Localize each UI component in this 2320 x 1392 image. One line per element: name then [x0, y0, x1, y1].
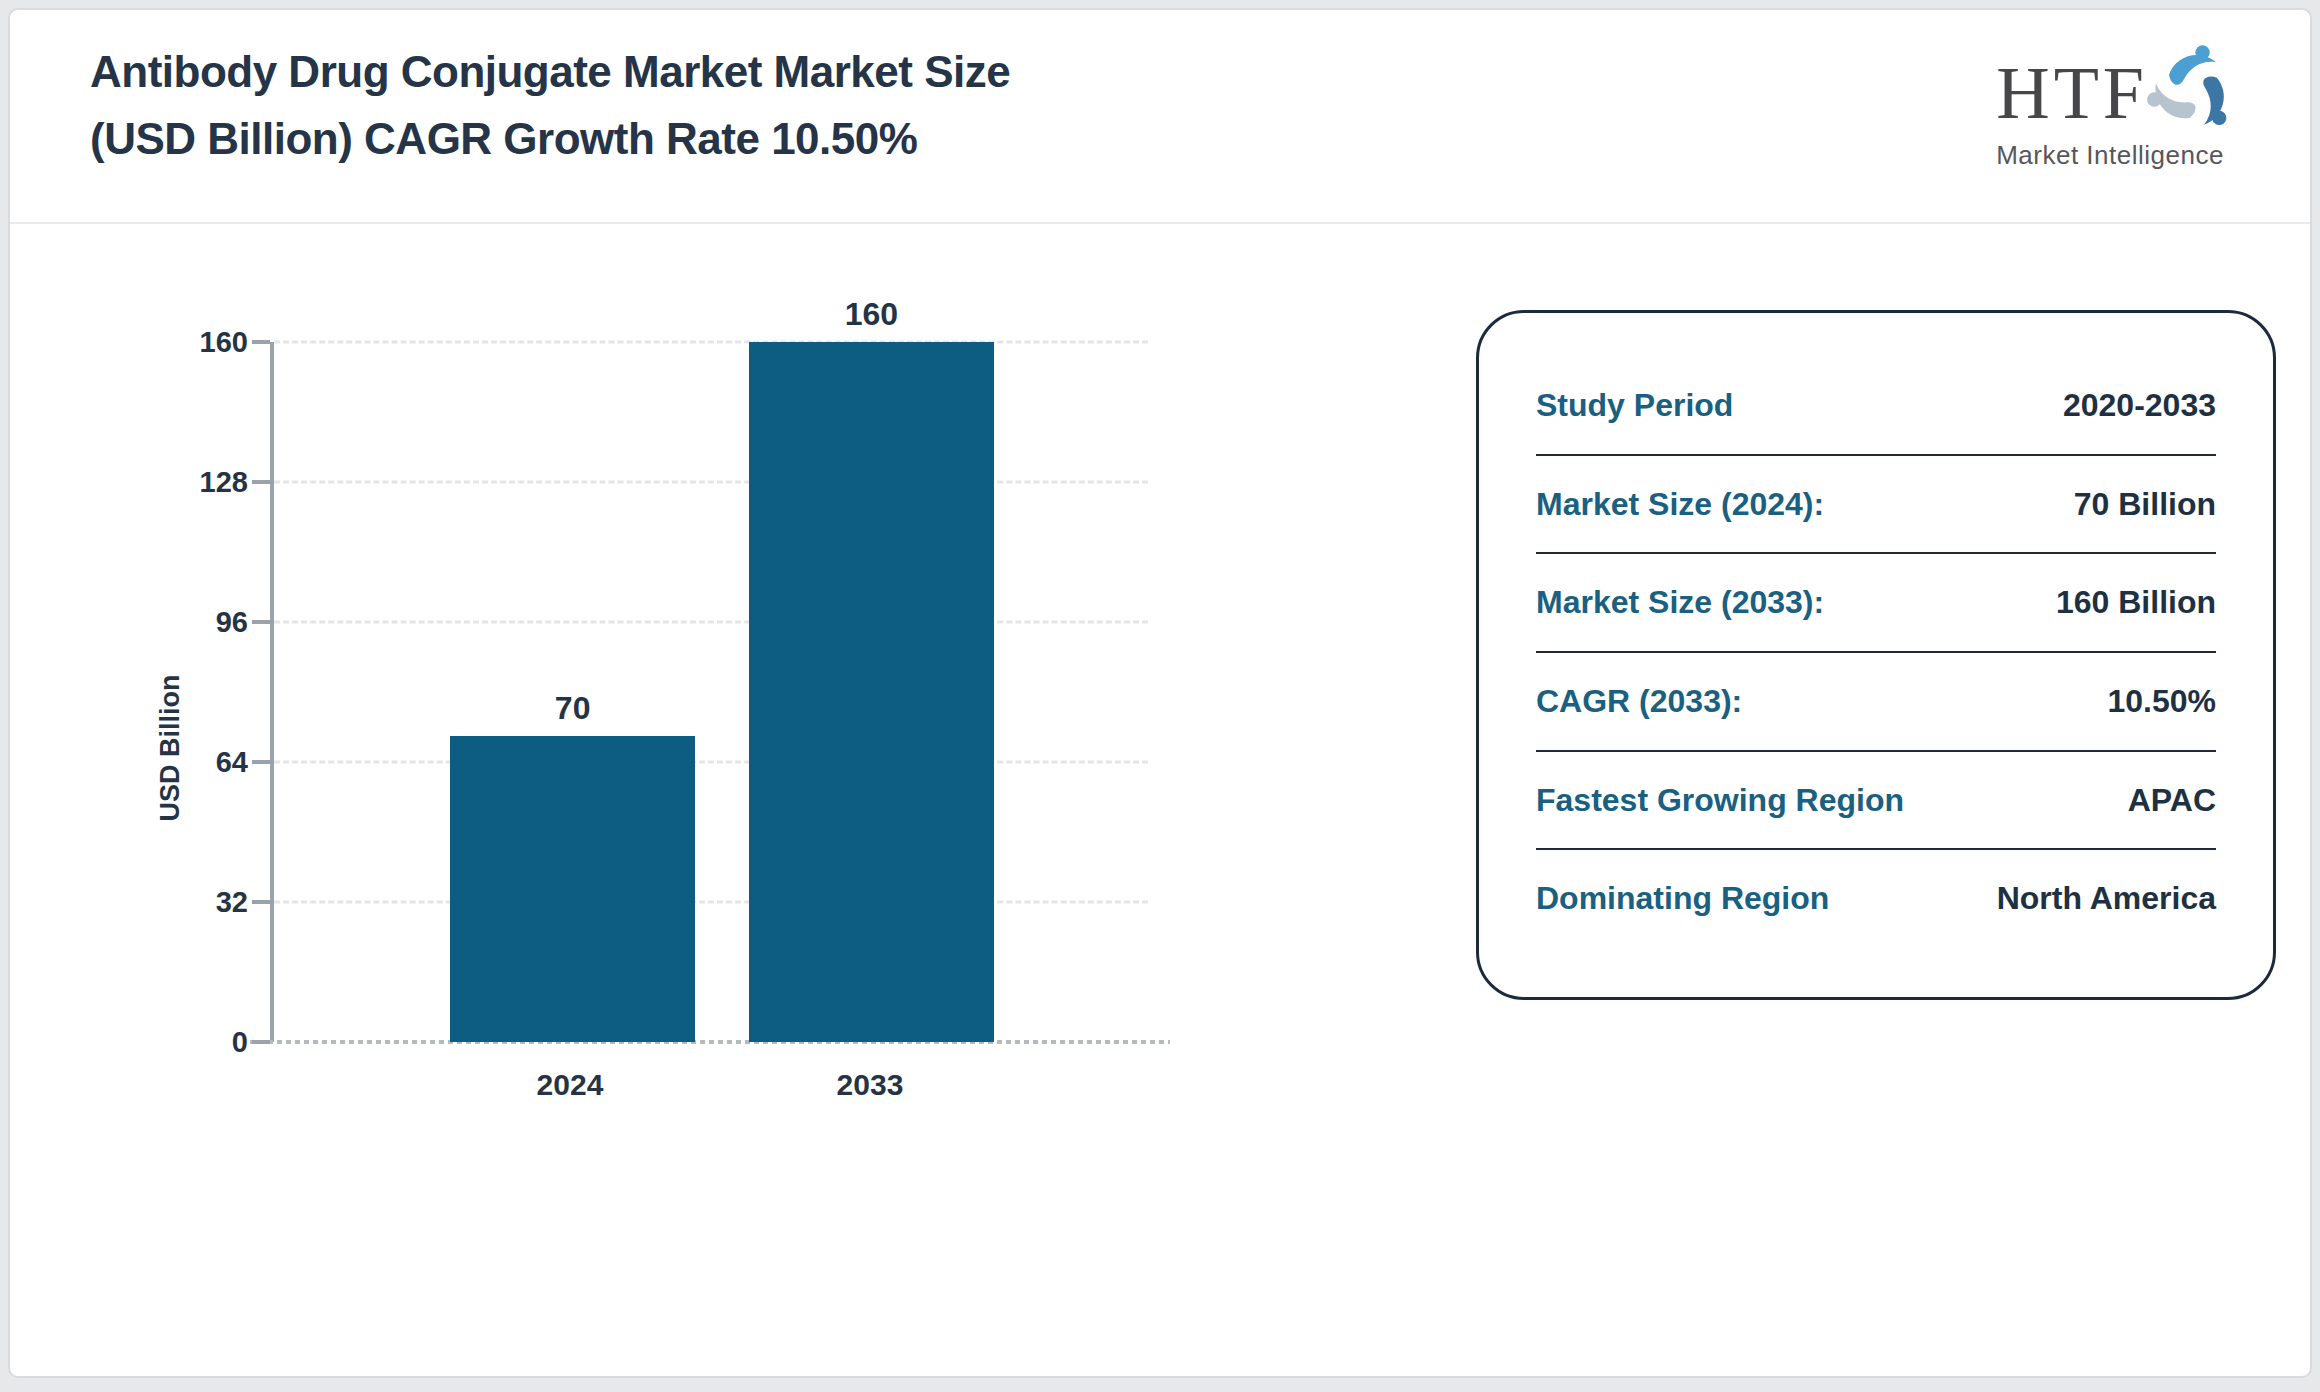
report-card: Antibody Drug Conjugate Market Market Si…	[8, 8, 2312, 1378]
x-tick-label: 2033	[837, 1068, 904, 1102]
info-panel: Study Period 2020-2033 Market Size (2024):…	[1476, 310, 2276, 1000]
x-tick-label: 2024	[537, 1068, 604, 1102]
page-title-line2: (USD Billion) CAGR Growth Rate 10.50%	[90, 105, 1010, 172]
y-tick-label: 0	[232, 1028, 248, 1057]
y-tick-mark	[252, 900, 270, 904]
info-row-value: North America	[1997, 880, 2216, 917]
gridline	[274, 341, 1148, 344]
info-row-label: Dominating Region	[1536, 880, 1829, 917]
info-row-value: APAC	[2128, 782, 2216, 819]
info-row: Fastest Growing Region APAC	[1536, 752, 2216, 851]
htf-logo-text: HTF	[1996, 56, 2148, 130]
header: Antibody Drug Conjugate Market Market Si…	[10, 10, 2310, 224]
y-tick-mark	[252, 340, 270, 344]
htf-logo-subtext: Market Intelligence	[1996, 140, 2240, 171]
bar-value-label: 70	[450, 692, 696, 724]
info-row: Market Size (2024): 70 Billion	[1536, 456, 2216, 555]
page-title-line1: Antibody Drug Conjugate Market Market Si…	[90, 38, 1010, 105]
htf-swirl-icon	[2144, 42, 2240, 138]
bar-group: 160	[749, 342, 995, 1042]
y-tick-label: 128	[200, 468, 248, 497]
gridline	[274, 901, 1148, 904]
info-row-label: Market Size (2033):	[1536, 584, 1824, 621]
info-row-label: Market Size (2024):	[1536, 486, 1824, 523]
bar-value-label: 160	[749, 298, 995, 330]
info-row-value: 160 Billion	[2056, 584, 2216, 621]
y-axis-title-text: USD Billion	[155, 675, 186, 822]
info-row: Study Period 2020-2033	[1536, 357, 2216, 456]
gridline	[274, 761, 1148, 764]
y-axis-labels: 0326496128160	[192, 342, 270, 1042]
htf-logo: HTF Market Intelligence	[1996, 38, 2240, 171]
htf-logo-top: HTF	[1996, 48, 2240, 138]
info-row-value: 10.50%	[2107, 683, 2216, 720]
gridline	[274, 621, 1148, 624]
info-row-label: CAGR (2033):	[1536, 683, 1742, 720]
info-row: Dominating Region North America	[1536, 850, 2216, 947]
page-title: Antibody Drug Conjugate Market Market Si…	[90, 38, 1010, 172]
info-row: Market Size (2033): 160 Billion	[1536, 554, 2216, 653]
y-axis-title: USD Billion	[148, 342, 192, 1042]
bar-group: 70	[450, 342, 696, 1042]
plot-area: 70 160	[270, 342, 1170, 1042]
x-axis-labels: 2024 2033	[270, 1042, 1170, 1112]
info-row-value: 70 Billion	[2074, 486, 2216, 523]
bar-2033	[749, 342, 995, 1042]
y-tick-mark	[252, 760, 270, 764]
y-tick-mark	[252, 480, 270, 484]
y-tick-label: 32	[216, 888, 248, 917]
gridline	[274, 481, 1148, 484]
info-row-value: 2020-2033	[2063, 387, 2216, 424]
content: USD Billion 0 32 64 96 128 160 70 160 2024 2033…	[10, 224, 2310, 1112]
y-tick-label: 96	[216, 608, 248, 637]
info-row-label: Study Period	[1536, 387, 1733, 424]
bar-2024	[450, 736, 696, 1042]
y-tick-mark	[252, 620, 270, 624]
info-row-label: Fastest Growing Region	[1536, 782, 1904, 819]
y-tick-mark	[252, 1040, 270, 1044]
bar-chart: USD Billion 0 32 64 96 128 160 70 160 2024 2033	[148, 342, 1170, 1112]
info-row: CAGR (2033): 10.50%	[1536, 653, 2216, 752]
y-tick-label: 160	[200, 328, 248, 357]
y-tick-label: 64	[216, 748, 248, 777]
